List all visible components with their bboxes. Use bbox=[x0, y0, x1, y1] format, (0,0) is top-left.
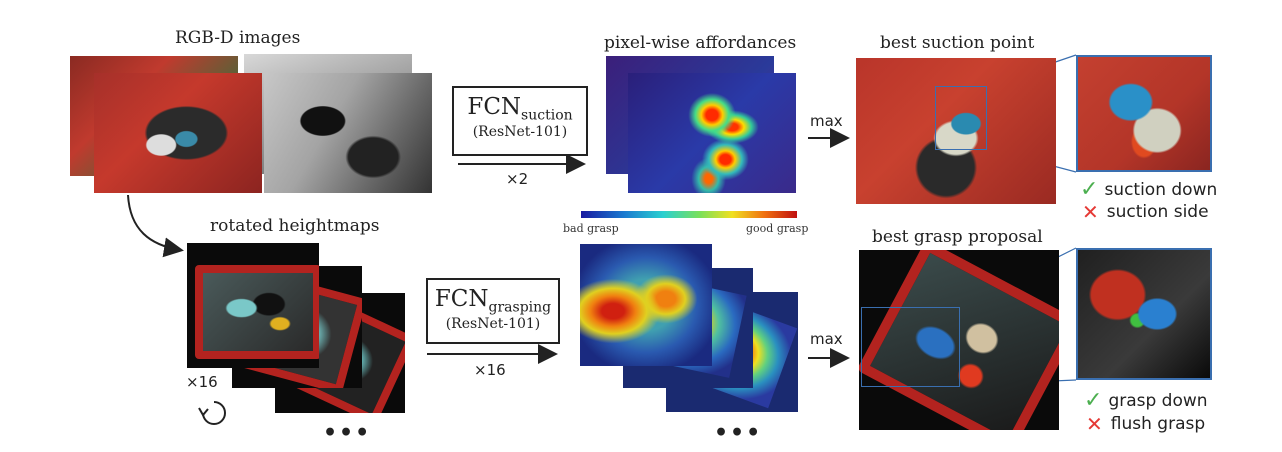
suction-good-label: suction down bbox=[1104, 179, 1218, 200]
suction-zoom-image bbox=[1076, 55, 1212, 172]
suction-good-row: ✓ suction down bbox=[1080, 177, 1217, 202]
rgb-image bbox=[94, 73, 262, 193]
grasp-bad-label: flush grasp bbox=[1110, 414, 1206, 434]
suction-bad-row: ✕ suction side bbox=[1082, 200, 1209, 224]
best-grasp-label: best grasp proposal bbox=[872, 227, 1043, 247]
heightmaps-ellipsis: ••• bbox=[323, 420, 372, 446]
fcn-suction-box: FCNsuction (ResNet-101) bbox=[452, 86, 588, 156]
fcn-suction-name: FCN bbox=[467, 94, 522, 120]
check-icon: ✓ bbox=[1080, 177, 1099, 202]
heightmap-1 bbox=[187, 243, 319, 368]
grasp-highlight-box bbox=[861, 307, 960, 387]
fcn-grasping-name: FCN bbox=[434, 286, 489, 312]
rgbd-label: RGB-D images bbox=[175, 28, 301, 48]
rotated-label: rotated heightmaps bbox=[210, 216, 380, 236]
max-label-bottom: max bbox=[810, 330, 843, 348]
colorbar-high-label: good grasp bbox=[746, 222, 809, 235]
grasping-multiplier: ×16 bbox=[474, 361, 506, 379]
suction-multiplier: ×2 bbox=[506, 170, 529, 188]
affordance-map bbox=[628, 73, 796, 193]
grasp-bad-row: ✕ flush grasp bbox=[1086, 412, 1205, 436]
fcn-grasping-box: FCNgrasping (ResNet-101) bbox=[426, 278, 560, 344]
best-suction-label: best suction point bbox=[880, 33, 1035, 53]
depth-image bbox=[264, 73, 432, 193]
fcn-suction-sub: suction bbox=[521, 107, 573, 124]
grasp-good-row: ✓ grasp down bbox=[1084, 388, 1208, 413]
grasp-zoom-image bbox=[1076, 248, 1212, 380]
best-suction-image bbox=[856, 58, 1056, 204]
suction-highlight-box bbox=[935, 86, 987, 150]
grasp-good-label: grasp down bbox=[1108, 390, 1208, 411]
fcn-grasping-net: (ResNet-101) bbox=[445, 315, 541, 332]
max-label-top: max bbox=[810, 112, 843, 130]
cross-icon: ✕ bbox=[1086, 412, 1103, 436]
rotation-count: ×16 bbox=[186, 373, 218, 391]
affordance-colorbar bbox=[581, 211, 797, 218]
suction-bad-label: suction side bbox=[1106, 202, 1209, 222]
cross-icon: ✕ bbox=[1082, 200, 1099, 224]
grasp-map-1 bbox=[580, 244, 712, 366]
fcn-suction-net: (ResNet-101) bbox=[472, 123, 568, 140]
check-icon: ✓ bbox=[1084, 388, 1103, 413]
rgbd-to-heightmaps-arrow bbox=[127, 194, 184, 258]
affordances-label: pixel-wise affordances bbox=[604, 33, 797, 53]
grasp-maps-ellipsis: ••• bbox=[714, 420, 763, 446]
fcn-grasping-sub: grasping bbox=[488, 299, 552, 316]
colorbar-low-label: bad grasp bbox=[563, 222, 619, 235]
